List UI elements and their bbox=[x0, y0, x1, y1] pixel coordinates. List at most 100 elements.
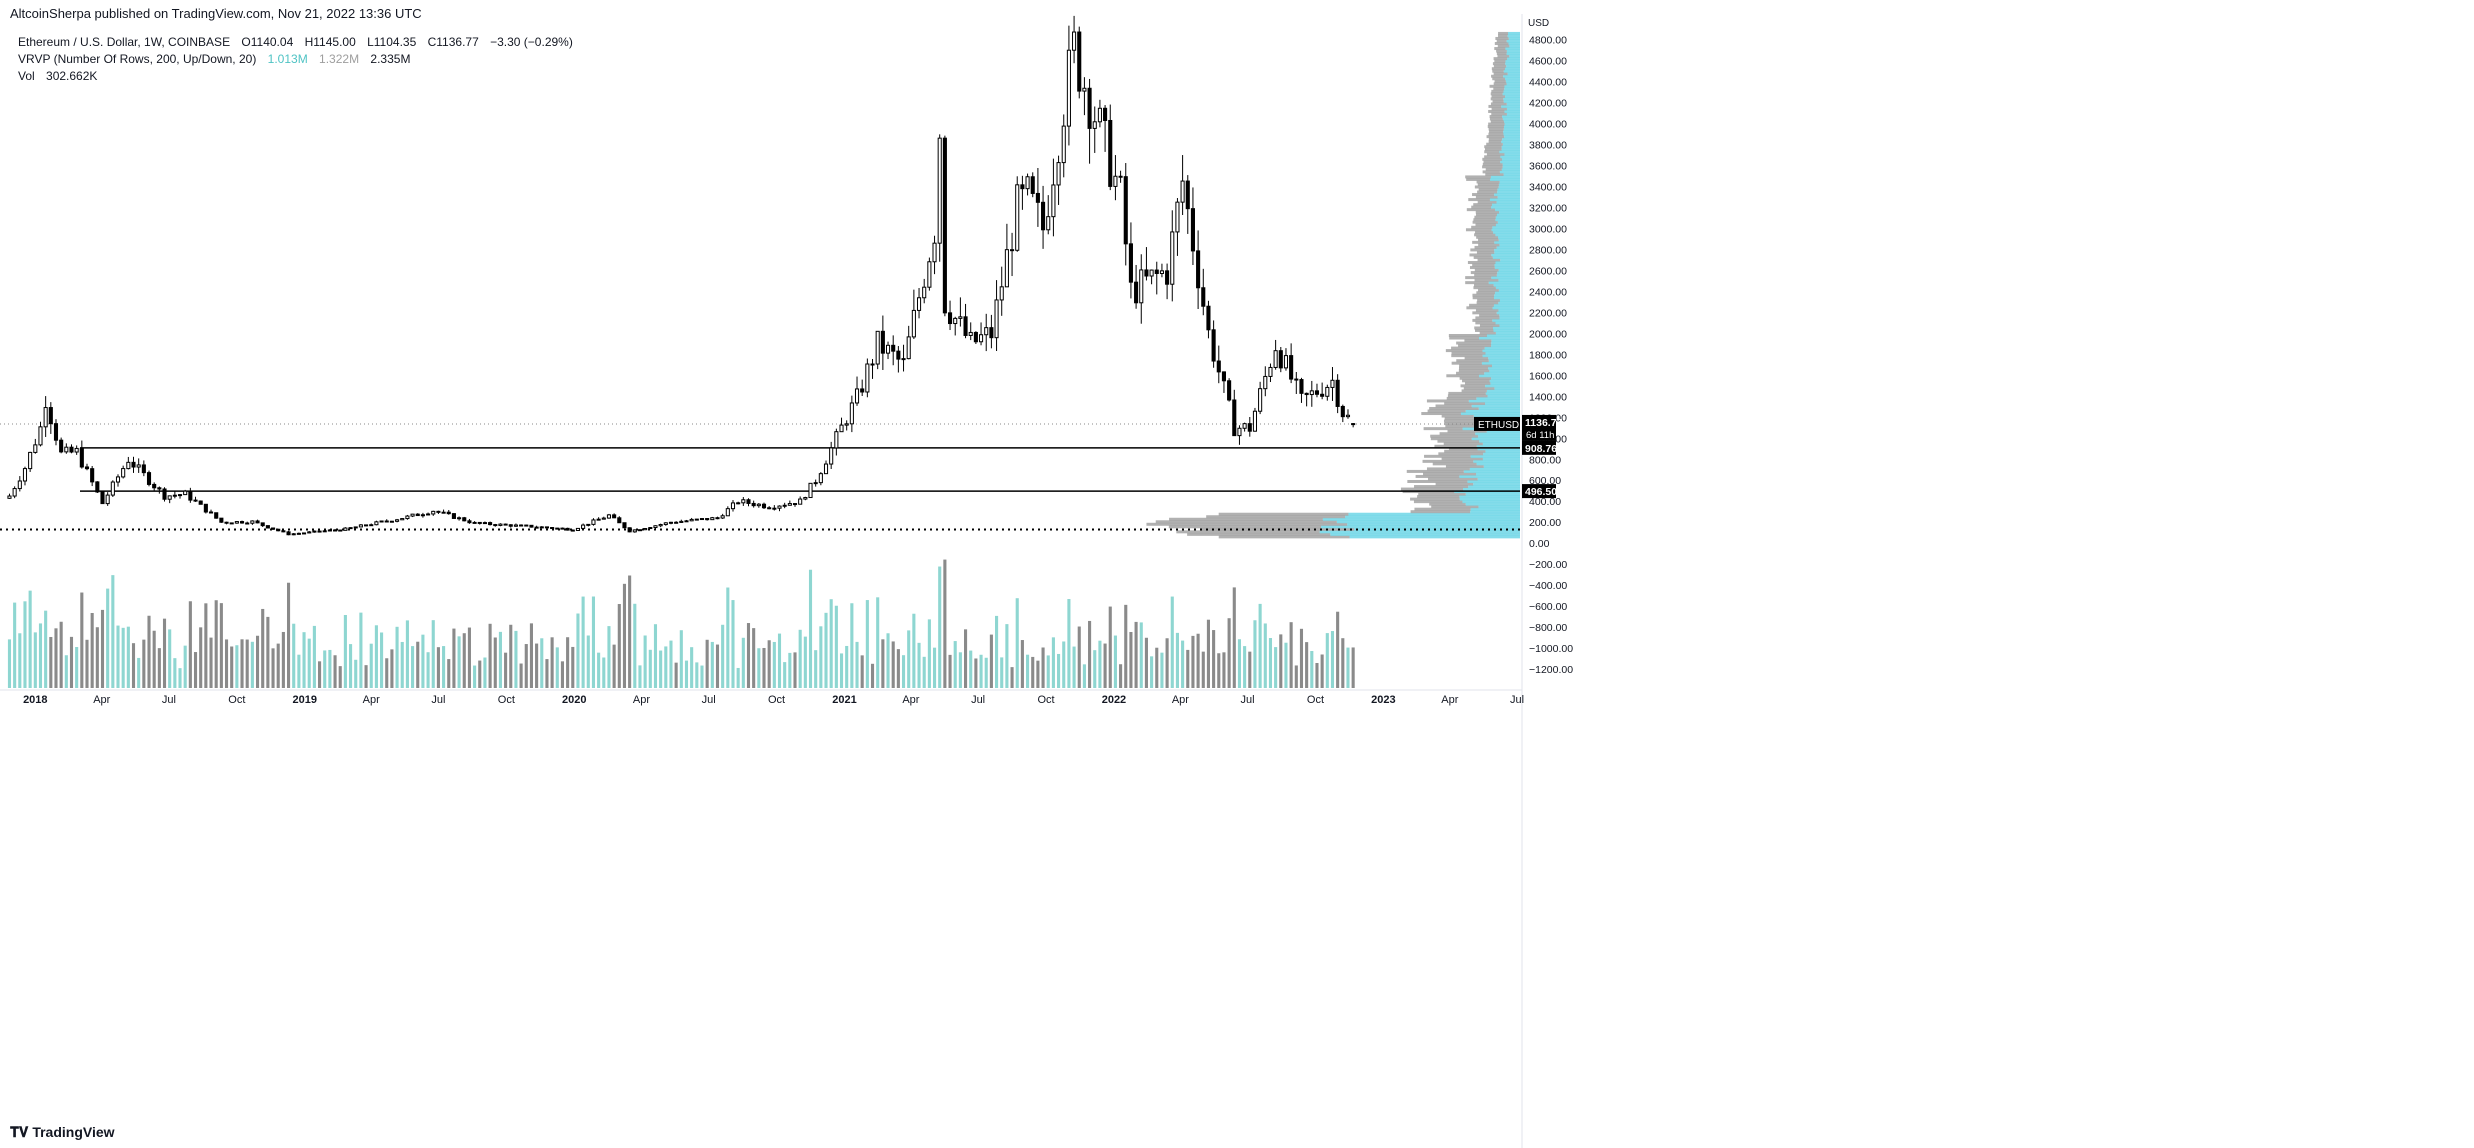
vrvp-up-row bbox=[1492, 255, 1520, 259]
x-tick-label: Jul bbox=[702, 694, 716, 706]
candle-body bbox=[1087, 87, 1092, 129]
vrvp-up-row bbox=[1336, 520, 1520, 524]
y-tick-label: 3800.00 bbox=[1529, 140, 1567, 152]
volume-bar bbox=[757, 648, 761, 688]
vrvp-total-value: 2.335M bbox=[370, 52, 411, 66]
candle-body bbox=[410, 513, 415, 517]
volume-bar bbox=[7, 639, 12, 688]
candle-body bbox=[353, 526, 358, 529]
volume-bar bbox=[421, 634, 425, 688]
vrvp-up-row bbox=[1495, 321, 1520, 325]
vrvp-up-row bbox=[1477, 477, 1520, 481]
vrvp-up-row bbox=[1473, 459, 1520, 463]
volume-bar bbox=[214, 600, 218, 688]
volume-bar bbox=[385, 658, 389, 688]
volume-profile bbox=[1146, 31, 1520, 539]
vrvp-down-row bbox=[1496, 39, 1507, 43]
vrvp-down-row bbox=[1488, 140, 1502, 144]
candle-body bbox=[307, 531, 312, 534]
vrvp-up-row bbox=[1506, 107, 1520, 111]
candle-body bbox=[17, 480, 22, 490]
vrvp-label[interactable]: VRVP (Number Of Rows, 200, Up/Down, 20) bbox=[18, 52, 257, 66]
vrvp-up-row bbox=[1486, 389, 1520, 393]
vrvp-up-row bbox=[1499, 298, 1520, 302]
vrvp-up-row bbox=[1503, 69, 1520, 73]
volume-bar bbox=[44, 610, 48, 688]
vrvp-down-row bbox=[1441, 457, 1483, 461]
vrvp-up-row bbox=[1330, 532, 1520, 536]
candle-body bbox=[958, 316, 963, 319]
volume-bar bbox=[100, 609, 105, 688]
vrvp-up-row bbox=[1507, 34, 1520, 38]
symbol-label[interactable]: Ethereum / U.S. Dollar, 1W, COINBASE bbox=[18, 35, 231, 49]
vrvp-up-row bbox=[1459, 474, 1520, 478]
vrvp-up-row bbox=[1499, 316, 1520, 320]
candle-body bbox=[829, 447, 834, 465]
horizontal-levels[interactable] bbox=[0, 423, 1520, 531]
tradingview-logo[interactable]: 𝐓𝐕 TradingView bbox=[10, 1124, 115, 1141]
volume-bar bbox=[917, 642, 921, 688]
vrvp-down-row bbox=[1489, 117, 1503, 121]
vrvp-up-row bbox=[1503, 74, 1520, 78]
candle-body bbox=[524, 524, 529, 527]
candle-body bbox=[157, 487, 162, 490]
volume-bar bbox=[54, 628, 58, 688]
vrvp-up-row bbox=[1492, 364, 1520, 368]
price-axis[interactable]: USD 4800.00 4600.00 4400.00 4200.00 4000.00 38… bbox=[1528, 18, 1573, 676]
vrvp-up-row bbox=[1492, 306, 1520, 310]
vrvp-up-row bbox=[1460, 412, 1520, 416]
volume-bar bbox=[550, 637, 554, 688]
vrvp-up-row bbox=[1492, 225, 1520, 229]
vrvp-up-row bbox=[1508, 36, 1520, 40]
candle-body bbox=[1196, 250, 1201, 289]
volume-bar bbox=[535, 643, 539, 688]
candle-body bbox=[79, 447, 84, 468]
vrvp-down-row bbox=[1491, 107, 1507, 111]
candle-body bbox=[1046, 216, 1051, 231]
vrvp-down-row bbox=[1493, 57, 1508, 61]
candle-body bbox=[803, 497, 808, 500]
candle-body bbox=[586, 523, 591, 526]
x-tick-label: Jul bbox=[971, 694, 985, 706]
vrvp-down-row bbox=[1483, 160, 1501, 164]
vrvp-down-row bbox=[1477, 182, 1499, 186]
vrvp-down-row bbox=[1471, 225, 1493, 229]
time-axis[interactable]: 2018 Apr Jul Oct 2019 Apr Jul Oct 2020 Apr Jul Oct 2… bbox=[23, 694, 1524, 706]
vrvp-down-row bbox=[1497, 54, 1510, 58]
volume-bar bbox=[1289, 622, 1293, 688]
vrvp-down-row bbox=[1218, 535, 1350, 539]
volume-bar bbox=[245, 639, 249, 688]
vrvp-down-row bbox=[1465, 228, 1492, 232]
candle-body bbox=[581, 524, 586, 529]
candle-body bbox=[1030, 176, 1035, 194]
volume-bar bbox=[199, 627, 203, 688]
vrvp-down-row bbox=[1472, 193, 1495, 197]
candle-body bbox=[674, 521, 679, 524]
level-price-text: 908.76 bbox=[1525, 443, 1557, 455]
volume-bar bbox=[193, 652, 198, 688]
volume-bar bbox=[235, 645, 239, 688]
vrvp-down-row bbox=[1472, 220, 1498, 224]
vrvp-down-row bbox=[1486, 152, 1505, 156]
vrvp-up-row bbox=[1497, 188, 1520, 192]
volume-bar bbox=[695, 662, 699, 688]
volume-label[interactable]: Vol bbox=[18, 69, 35, 83]
candle-body bbox=[312, 530, 317, 533]
candle-body bbox=[74, 447, 79, 453]
x-tick-label: 2020 bbox=[562, 694, 586, 706]
countdown-text: 6d 11h bbox=[1526, 430, 1554, 441]
candle-body bbox=[1082, 87, 1087, 92]
candle-body bbox=[188, 490, 193, 501]
candle-body bbox=[1345, 414, 1351, 418]
candle-body bbox=[1159, 270, 1164, 274]
volume-bar bbox=[514, 630, 518, 688]
volume-bar bbox=[1155, 647, 1159, 688]
volume-bar bbox=[984, 657, 988, 688]
vrvp-up-row bbox=[1476, 472, 1520, 476]
volume-bar bbox=[69, 636, 74, 688]
volume-bar bbox=[131, 643, 136, 688]
volume-bar bbox=[224, 639, 229, 688]
vrvp-down-row bbox=[1490, 97, 1504, 101]
volume-bar bbox=[1165, 638, 1169, 688]
